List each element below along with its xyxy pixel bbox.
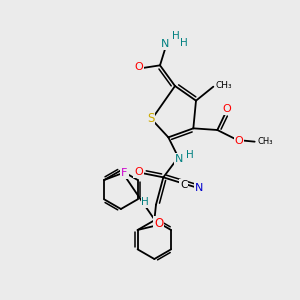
- Text: O: O: [134, 167, 143, 177]
- Text: H: H: [186, 150, 194, 160]
- Text: N: N: [175, 154, 183, 164]
- Text: H: H: [142, 197, 149, 207]
- Text: CH₃: CH₃: [216, 81, 232, 90]
- Text: F: F: [121, 168, 128, 178]
- Text: O: O: [154, 217, 164, 230]
- Text: CH₃: CH₃: [257, 137, 273, 146]
- Text: H: H: [181, 38, 188, 48]
- Text: C: C: [180, 180, 188, 190]
- Text: O: O: [222, 104, 231, 114]
- Text: O: O: [235, 136, 243, 146]
- Text: H: H: [172, 31, 180, 41]
- Text: S: S: [147, 112, 154, 125]
- Text: O: O: [134, 62, 143, 72]
- Text: N: N: [194, 183, 203, 193]
- Text: N: N: [161, 39, 170, 49]
